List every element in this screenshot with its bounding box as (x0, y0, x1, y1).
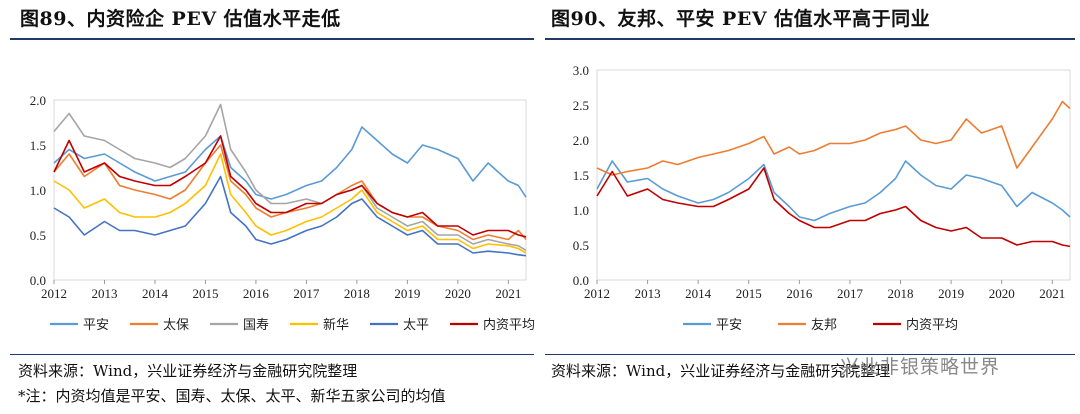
series-line-平安 (596, 160, 1071, 222)
x-tick-label: 2013 (91, 286, 117, 301)
x-tick-label: 2013 (635, 286, 661, 301)
legend-label: 平安 (83, 317, 109, 332)
x-tick-label: 2012 (41, 286, 67, 301)
right-bottom-rule (545, 354, 1075, 355)
x-tick-label: 2017 (293, 286, 320, 301)
series-line-友邦 (596, 100, 1071, 176)
series-line-内资平均 (596, 167, 1071, 248)
y-tick-label: 2.0 (573, 133, 589, 148)
left-bottom-rule (10, 354, 534, 355)
right-line-chart: 0.0 0.5 1.0 1.5 2.0 2.5 3.0 2012 2013 2014 2015 201… (573, 63, 1071, 332)
x-tick-label: 2021 (495, 286, 521, 301)
watermark-text: 兴业非银策略世界 (840, 356, 1001, 378)
y-tick-label: 0.0 (30, 273, 46, 288)
left-line-chart: 0.0 0.5 1.0 1.5 2.0 2012 2013 2014 2015 2016 2017 2… (30, 93, 535, 332)
x-tick-label: 2019 (938, 286, 964, 301)
x-tick-label: 2015 (736, 286, 762, 301)
legend-label: 太平 (403, 317, 429, 332)
plot-frame (53, 99, 527, 281)
left-source-text: 资料来源：Wind，兴业证券经济与金融研究院整理 (18, 362, 358, 380)
left-footnote-text: *注：内资均值是平安、国寿、太保、太平、新华五家公司的均值 (18, 387, 446, 405)
series-line-新华 (53, 153, 527, 254)
legend-label: 新华 (323, 317, 349, 332)
right-source-text: 资料来源：Wind，兴业证券经济与金融研究院整理 (551, 362, 891, 380)
y-tick-label: 2.5 (573, 98, 589, 113)
x-tick-label: 2018 (888, 286, 914, 301)
x-tick-label: 2016 (243, 286, 270, 301)
series-line-平安 (53, 126, 527, 200)
x-tick-label: 2014 (142, 286, 169, 301)
x-tick-label: 2016 (786, 286, 813, 301)
legend-label: 内资平均 (906, 317, 958, 332)
right-chart-title: 图90、友邦、平安 PEV 估值水平高于同业 (551, 8, 931, 30)
y-tick-label: 0.5 (30, 228, 46, 243)
series-line-内资平均 (53, 135, 527, 238)
y-tick-label: 2.0 (30, 93, 46, 108)
y-tick-label: 0.5 (573, 238, 589, 253)
series-line-太平 (53, 175, 527, 257)
x-tick-label: 2021 (1039, 286, 1065, 301)
x-tick-label: 2020 (989, 286, 1015, 301)
x-tick-label: 2015 (192, 286, 218, 301)
x-tick-label: 2012 (584, 286, 610, 301)
y-tick-label: 1.0 (30, 183, 46, 198)
legend-label: 内资平均 (483, 317, 535, 332)
plot-frame (596, 69, 1071, 281)
left-title-rule (10, 38, 534, 40)
x-tick-label: 2019 (394, 286, 420, 301)
legend-label: 平安 (716, 317, 742, 332)
y-tick-label: 3.0 (573, 63, 589, 78)
y-tick-label: 1.0 (573, 203, 589, 218)
y-tick-label: 1.5 (573, 168, 589, 183)
legend-label: 太保 (163, 317, 189, 332)
series-line-国寿 (53, 103, 527, 251)
x-tick-label: 2020 (445, 286, 471, 301)
legend-label: 国寿 (243, 317, 269, 332)
series-line-太保 (53, 144, 527, 241)
legend-label: 友邦 (811, 317, 837, 332)
y-tick-label: 1.5 (30, 138, 46, 153)
x-tick-label: 2018 (344, 286, 370, 301)
x-tick-label: 2017 (837, 286, 864, 301)
y-tick-label: 0.0 (573, 273, 589, 288)
right-title-rule (545, 38, 1075, 40)
left-chart-title: 图89、内资险企 PEV 估值水平走低 (20, 8, 341, 30)
x-tick-label: 2014 (685, 286, 712, 301)
